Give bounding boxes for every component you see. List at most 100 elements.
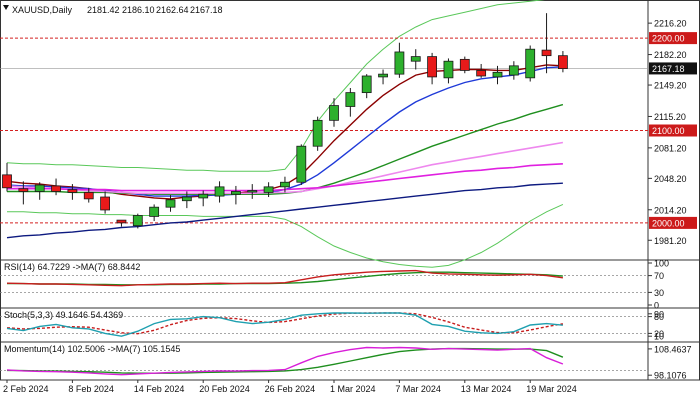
price-tick-label-6: 2014.20 [654,205,687,215]
candle-5 [83,187,94,203]
candle-body-29 [476,70,487,77]
candle-body-15 [247,190,258,193]
candle-body-23 [378,73,388,78]
level-label-1-bg [649,124,697,137]
level-label-2-bg [649,216,697,229]
candle-33 [541,13,552,74]
rsi-tick-label-1: 70 [654,271,664,281]
header-ohlc-0: 2181.42 [87,5,120,15]
level-label-0-bg [649,32,697,45]
rsi-tick-label-0: 100 [654,259,669,269]
price-tick-label-3: 2115.20 [654,112,686,122]
momentum-line [6,346,564,376]
x-tick-label-2: 14 Feb 2024 [134,384,185,394]
candle-7 [116,219,127,227]
price-tick-label-2: 2149.20 [654,81,687,91]
candle-26 [427,52,438,85]
candle-body-34 [558,55,568,69]
candle-body-4 [67,189,78,193]
x-tick-label-5: 1 Mar 2024 [330,384,376,394]
candle-9 [149,204,160,222]
candle-25 [410,49,421,70]
candle-body-18 [296,145,307,183]
x-tick-label-1: 8 Feb 2024 [68,384,114,394]
candle-3 [51,178,61,196]
rsi-tick-label-2: 30 [654,288,664,298]
candle-body-25 [410,56,421,62]
candle-body-32 [525,48,536,79]
level-label-1: 2100.00 [652,126,685,136]
candle-27 [443,58,454,84]
candle-body-13 [214,186,225,197]
price-tick-label-7: 1981.20 [654,236,687,246]
level-label-0-group: 2200.00 [649,32,697,45]
stoch-d-line [6,312,564,335]
stoch-label: Stoch(5,3,3) 49.1646 54.4369 [4,310,123,320]
price-tick-label-5: 2048.20 [654,174,687,184]
candle-24 [394,42,405,78]
last-price-label-bg [649,62,697,75]
candle-body-24 [394,51,405,75]
candle-body-16 [263,186,274,193]
candle-body-28 [459,58,470,71]
candle-body-22 [361,75,372,94]
stoch-tick-label-3: 10 [654,332,664,342]
candle-body-14 [230,191,241,195]
price-tick-label-1: 2182.20 [654,50,687,60]
candle-19 [312,116,323,151]
header-symbol: XAUUSD,Daily [12,5,73,15]
stoch-k-line [6,312,563,337]
candle-16 [263,182,274,198]
candle-23 [378,69,388,85]
level-label-2: 2000.00 [652,218,685,228]
candle-18 [296,144,307,186]
candle-0 [2,162,12,192]
header-ohlc-1: 2186.10 [122,5,155,15]
candle-body-11 [181,196,192,202]
candle-29 [476,63,487,78]
rsi-label: RSI(14) 64.7229 ->MA(7) 68.8442 [4,262,140,272]
candle-body-0 [2,174,12,189]
header-triangle-icon [3,5,9,10]
x-tick-label-6: 7 Mar 2024 [395,384,441,394]
candle-body-17 [280,181,290,188]
last-price-label-group: 2167.18 [649,62,697,75]
candle-body-5 [83,192,94,200]
candle-20 [329,98,339,127]
candle-31 [508,61,519,80]
x-tick-label-7: 13 Mar 2024 [461,384,512,394]
candle-28 [459,56,470,74]
header-ohlc-3: 2167.18 [190,5,223,15]
candle-4 [67,184,78,200]
candle-body-30 [492,71,503,78]
candle-8 [132,213,143,229]
momentum-panel: 108.4637 98.1076 Momentum(14) 102.5006 ->M… [0,344,692,381]
momentum-label: Momentum(14) 102.5006 ->MA(7) 105.1545 [4,344,180,354]
bollinger-upper-line [6,0,545,172]
rsi-tick-label-3: 0 [654,301,659,311]
candle-body-27 [443,60,454,79]
candle-1 [18,181,29,205]
candle-32 [525,45,536,82]
candle-30 [492,65,503,85]
price-tick-label-0: 2216.20 [654,19,687,29]
price-panel: 2216.20 2182.20 2149.20 2115.20 2081.20 2048.… [0,0,687,268]
candle-14 [230,185,241,205]
candle-body-19 [312,119,323,147]
candle-6 [100,191,110,214]
candle-body-3 [51,185,61,192]
candle-body-31 [508,65,519,76]
candle-body-2 [34,184,45,192]
bollinger-lower-line [7,203,564,268]
candle-body-33 [541,49,552,57]
candle-body-12 [198,193,209,199]
x-tick-label-8: 19 Mar 2024 [526,384,577,394]
x-tick-label-4: 26 Feb 2024 [265,384,316,394]
level-label-0: 2200.00 [652,34,685,44]
candle-body-26 [427,56,438,78]
candle-body-10 [165,199,176,208]
last-price-label: 2167.18 [652,64,685,74]
candle-body-1 [18,188,29,192]
